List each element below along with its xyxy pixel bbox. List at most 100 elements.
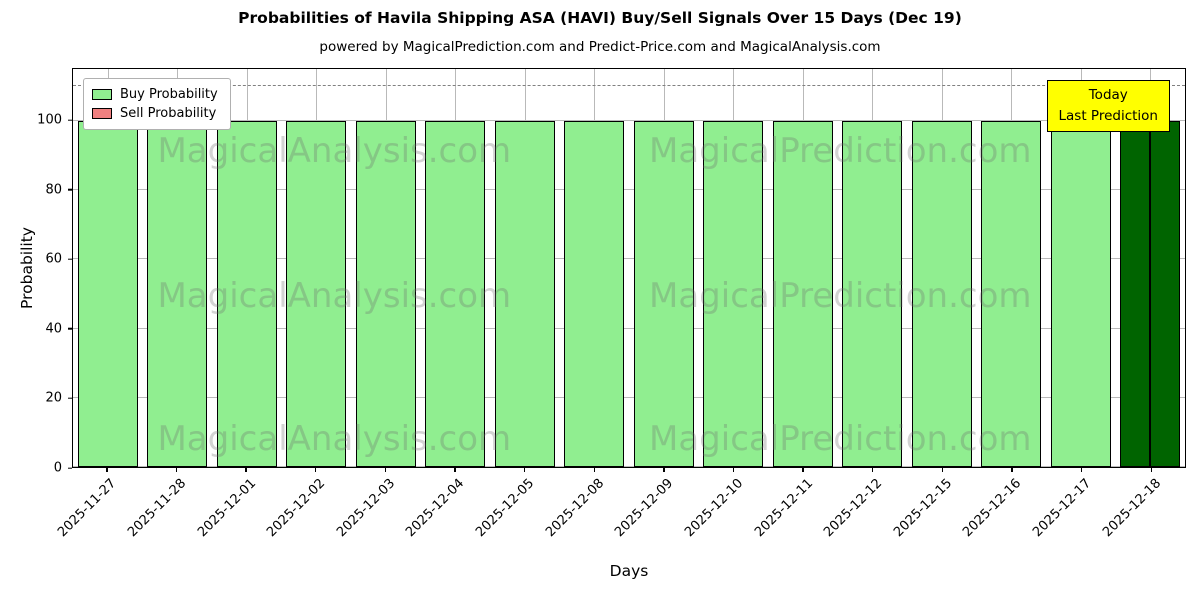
x-tick-label: 2025-12-09: [612, 476, 677, 541]
y-tick-label: 20: [45, 390, 62, 406]
bar-slot: [699, 69, 769, 467]
bar-slot: [560, 69, 630, 467]
threshold-line: [73, 85, 1185, 87]
bar-slot: [768, 69, 838, 467]
x-tick-mark: [523, 468, 526, 472]
bar-2025-12-05: [494, 120, 555, 467]
x-tick-mark: [732, 468, 735, 472]
x-axis-title: Days: [609, 562, 649, 580]
x-tick-mark: [872, 468, 874, 472]
x-tick-label: 2025-12-01: [194, 476, 259, 541]
x-tick-label: 2025-12-03: [333, 476, 398, 541]
x-tick-label: 2025-11-27: [55, 476, 120, 541]
annotation-line-today: Today: [1088, 87, 1128, 103]
bar-2025-12-03: [355, 120, 416, 467]
bar-2025-12-09: [633, 120, 694, 467]
bar-2025-11-27: [77, 120, 138, 467]
sell-color-swatch: [92, 108, 112, 119]
x-tick-label: 2025-12-02: [264, 476, 329, 541]
x-tick-label: 2025-12-04: [403, 476, 468, 541]
chart-subtitle: powered by MagicalPrediction.com and Pre…: [319, 39, 881, 55]
x-tick-label: 2025-12-10: [682, 476, 747, 541]
today-annotation: Today Last Prediction: [1046, 80, 1170, 132]
bar-2025-12-01: [216, 120, 277, 467]
bar-slot: [282, 69, 352, 467]
x-tick-mark: [106, 468, 108, 472]
y-tick-label: 0: [53, 460, 62, 476]
x-tick-mark: [1011, 468, 1013, 472]
x-axis-ticks: 2025-11-27 2025-11-28 2025-12-01 2025-12-02…: [55, 468, 1186, 558]
x-tick-label: 2025-12-05: [473, 476, 538, 541]
bar-2025-12-04: [425, 120, 486, 467]
buy-color-swatch: [92, 89, 112, 100]
legend-label-sell: Sell Probability: [120, 106, 217, 121]
x-tick-mark: [1150, 468, 1152, 472]
x-tick-mark: [315, 468, 317, 472]
legend-label-buy: Buy Probability: [120, 87, 218, 102]
h-gridline: [73, 258, 1185, 260]
bars: [73, 69, 1185, 467]
x-tick-mark: [593, 468, 595, 472]
x-tick-label: 2025-12-16: [960, 476, 1025, 541]
bar-2025-12-17: [1050, 120, 1111, 467]
bar-2025-12-02: [286, 120, 347, 467]
bar-slot: [490, 69, 560, 467]
y-tick-mark: [68, 467, 72, 469]
legend-item-sell: Sell Probability: [92, 104, 218, 123]
x-tick-mark: [245, 468, 247, 472]
bar-2025-12-11: [772, 120, 833, 467]
y-tick-mark: [68, 258, 72, 261]
bar-2025-12-12: [842, 120, 903, 467]
x-tick-label: 2025-12-12: [821, 476, 886, 541]
bar-2025-11-28: [147, 120, 208, 467]
bar-2025-12-16: [981, 120, 1042, 467]
x-tick-mark: [802, 468, 804, 472]
bar-2025-12-10: [703, 120, 764, 467]
bar-slot: [1116, 69, 1186, 467]
x-tick-mark: [175, 468, 178, 472]
h-gridline: [73, 119, 1185, 121]
y-tick-label: 80: [45, 182, 62, 198]
plot-area: MagicalAnalysis.com MagicalPrediction.co…: [72, 68, 1186, 468]
y-tick-mark: [68, 397, 72, 400]
x-tick-mark: [1080, 468, 1083, 472]
bar-slot: [351, 69, 421, 467]
annotation-line-last-prediction: Last Prediction: [1058, 107, 1158, 124]
h-gridline: [73, 189, 1185, 191]
x-tick-mark: [384, 468, 387, 472]
y-tick-mark: [68, 119, 72, 121]
y-tick-label: 40: [45, 321, 62, 337]
bar-slot: [907, 69, 977, 467]
bar-slot: [1046, 69, 1116, 467]
h-gridline: [73, 327, 1185, 329]
x-tick-mark: [663, 468, 665, 472]
x-tick-label: 2025-12-15: [890, 476, 955, 541]
bar-2025-12-08: [564, 120, 625, 467]
x-tick-mark: [454, 468, 456, 472]
x-tick-label: 2025-12-08: [542, 476, 607, 541]
y-tick-mark: [68, 328, 72, 330]
h-gridline: [73, 396, 1185, 398]
x-tick-label: 2025-12-17: [1030, 476, 1095, 541]
bar-slot: [212, 69, 282, 467]
chart-title: Probabilities of Havila Shipping ASA (HA…: [238, 9, 962, 27]
x-tick-label: 2025-12-11: [751, 476, 816, 541]
legend: Buy Probability Sell Probability: [83, 78, 231, 130]
y-tick-label: 100: [37, 112, 62, 128]
x-tick-label: 2025-11-28: [125, 476, 190, 541]
bar-slot: [421, 69, 491, 467]
bar-slot: [143, 69, 213, 467]
y-axis-ticks: 0 20 40 60 80 100: [28, 68, 72, 476]
x-tick-label: 2025-12-18: [1099, 476, 1164, 541]
bar-slot: [629, 69, 699, 467]
h-gridline: [73, 466, 1185, 467]
bar-slot: [838, 69, 908, 467]
bar-2025-12-18: [1120, 120, 1181, 467]
y-tick-mark: [68, 189, 72, 191]
y-tick-label: 60: [45, 251, 62, 267]
legend-item-buy: Buy Probability: [92, 85, 218, 104]
x-tick-mark: [941, 468, 944, 472]
bar-slot: [977, 69, 1047, 467]
bar-2025-12-15: [911, 120, 972, 467]
